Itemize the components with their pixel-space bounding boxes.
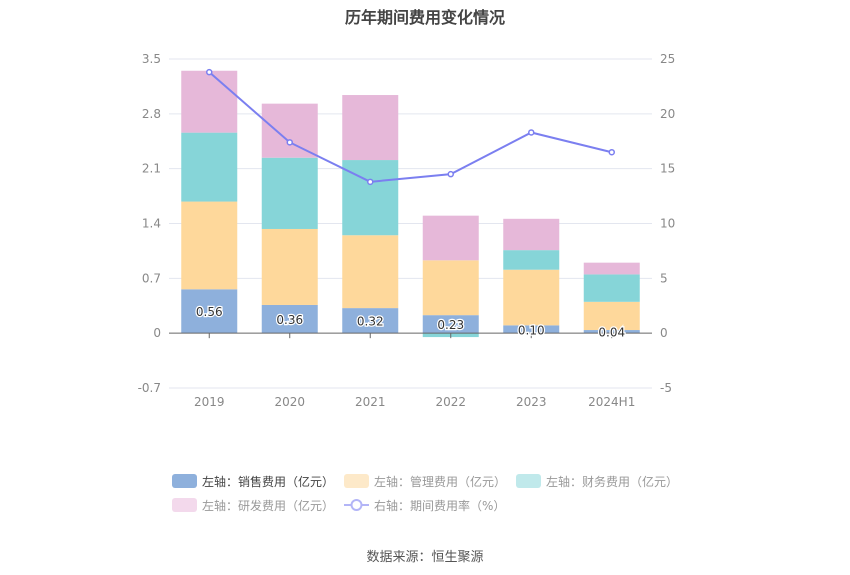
bar-segment-2023: [503, 250, 560, 270]
bar-segment-2022: [422, 260, 479, 316]
expense-rate-point: [608, 148, 615, 156]
bar-data-label: 0.10: [518, 323, 545, 337]
right-axis-tick-label: 15: [660, 162, 675, 176]
legend-line-circle-icon: [344, 499, 369, 511]
legend-item-finance[interactable]: 左轴：财务费用（亿元）: [516, 473, 678, 489]
legend-label-admin: 左轴：管理费用（亿元）: [374, 474, 507, 489]
data-source: 数据来源：恒生聚源: [366, 550, 484, 565]
bar-segment-2020: [261, 228, 318, 305]
legend-swatch-rd: [172, 498, 197, 512]
chart-title: 历年期间费用变化情况: [344, 8, 505, 27]
bar-data-label: 0.36: [276, 313, 303, 327]
bar-segment-2024H1: [583, 262, 640, 275]
legend-swatch-admin: [344, 474, 369, 488]
expense-rate-line: [208, 71, 612, 183]
bar-segment-2020: [261, 157, 318, 229]
bar-segment-2024H1: [583, 301, 640, 331]
legend-label-finance: 左轴：财务费用（亿元）: [546, 474, 679, 489]
bar-data-label: 0.23: [437, 318, 464, 332]
bar-segment-2023: [503, 218, 560, 251]
bar-segment-2024H1: [583, 330, 640, 334]
expense-rate-point: [528, 129, 535, 136]
bar-data-label: 0.56: [196, 305, 223, 319]
left-axis-tick-label: 3.5: [142, 52, 161, 66]
bar-segment-2021: [342, 308, 399, 334]
legend-label-sales: 左轴：销售费用（亿元）: [202, 474, 335, 489]
right-axis-tick-label: 10: [660, 217, 675, 231]
bar-data-label: 0.04: [598, 326, 625, 340]
legend-label-expense-rate: 右轴：期间费用率（%）: [374, 498, 506, 513]
bar-segment-2024H1: [583, 274, 640, 302]
legend-item-admin[interactable]: 左轴：管理费用（亿元）: [344, 473, 506, 489]
bar-segment-2020: [261, 103, 318, 158]
bar-data-label: 0.32: [357, 315, 384, 329]
left-axis-tick-label: 0: [153, 326, 161, 340]
bar-segment-2019: [181, 201, 238, 290]
bar-segment-2023: [503, 269, 560, 326]
legend-swatch-finance: [516, 474, 541, 488]
bar-segment-2021: [342, 95, 399, 161]
x-axis-tick-label: 2019: [194, 395, 225, 409]
legend-item-rd[interactable]: 左轴：研发费用（亿元）: [172, 497, 334, 513]
legend-swatch-sales: [172, 474, 197, 488]
x-axis-tick-label: 2022: [435, 395, 466, 409]
right-axis-tick-label: 0: [660, 326, 668, 340]
x-axis-tick-label: 2020: [274, 395, 305, 409]
left-axis-tick-label: 1.4: [142, 217, 161, 231]
x-axis-tick-label: 2021: [355, 395, 386, 409]
expense-rate-point: [286, 139, 293, 146]
right-axis-tick-label: -5: [660, 381, 672, 395]
bar-segment-2023: [503, 325, 560, 334]
expense-rate-point: [367, 178, 374, 186]
left-axis-tick-label: 2.1: [142, 162, 161, 176]
x-axis-tick-label: 2023: [516, 395, 547, 409]
left-axis-tick-label: 0.7: [142, 271, 161, 285]
bar-segment-2021: [342, 235, 399, 309]
legend-item-sales[interactable]: 左轴：销售费用（亿元）: [172, 473, 334, 489]
expense-rate-point: [447, 170, 454, 178]
right-axis-tick-label: 20: [660, 107, 675, 121]
bar-segment-2019: [181, 70, 238, 133]
right-axis-tick-label: 5: [660, 271, 668, 285]
bar-segment-2019: [181, 132, 238, 202]
bar-segment-2020: [261, 304, 318, 334]
bar-segment-2022: [422, 315, 479, 334]
right-axis-tick-label: 25: [660, 52, 675, 66]
legend-label-rd: 左轴：研发费用（亿元）: [202, 498, 335, 513]
x-axis-tick-label: 2024H1: [588, 395, 635, 409]
legend-item-expense-rate[interactable]: 右轴：期间费用率（%）: [344, 497, 505, 513]
bar-segment-2019: [181, 289, 238, 334]
left-axis-tick-label: 2.8: [142, 107, 161, 121]
bar-segment-2022: [422, 215, 479, 261]
expense-rate-point: [206, 68, 213, 76]
left-axis-tick-label: -0.7: [138, 381, 161, 395]
